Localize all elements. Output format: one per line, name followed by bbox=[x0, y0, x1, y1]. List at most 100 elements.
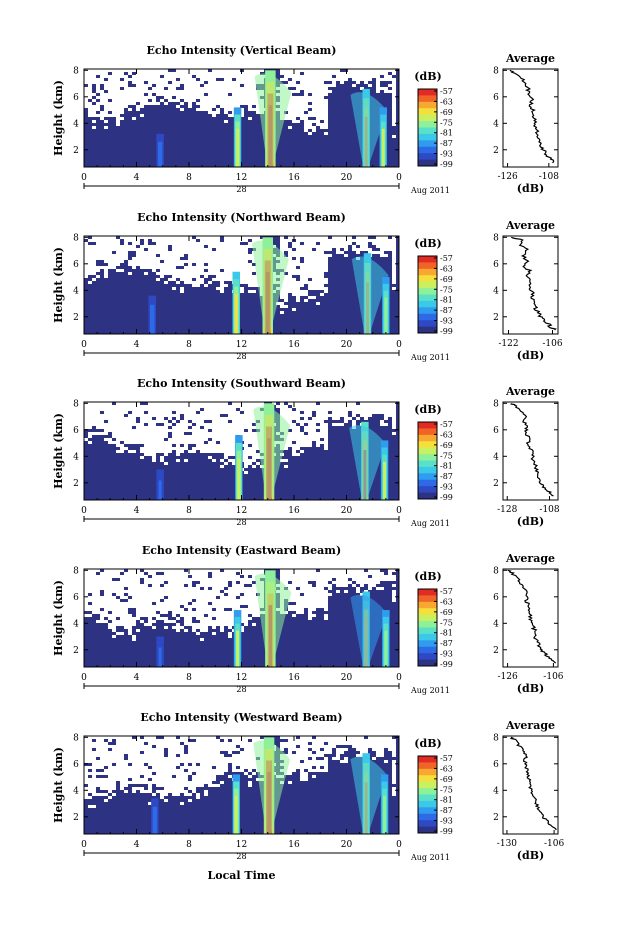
heatmap-title: Echo Intensity (Northward Beam) bbox=[137, 211, 346, 224]
x-tick-label: 0 bbox=[81, 673, 87, 683]
heatmap-title: Echo Intensity (Vertical Beam) bbox=[146, 44, 336, 57]
colorbar-segment bbox=[418, 614, 437, 622]
echo-column-5 bbox=[384, 630, 388, 667]
avg-x-tick-label: -128 bbox=[497, 505, 517, 515]
colorbar-segment bbox=[418, 133, 437, 141]
colorbar-tick-label: -81 bbox=[440, 129, 453, 138]
colorbar-segment bbox=[418, 653, 437, 661]
average-profile-line bbox=[510, 403, 554, 497]
colorbar-tick-label: -69 bbox=[440, 775, 453, 784]
y-axis-label: Height (km) bbox=[52, 247, 65, 323]
colorbar-segment bbox=[418, 428, 437, 436]
x-tick-label: 16 bbox=[288, 840, 300, 850]
colorbar-segment bbox=[418, 781, 437, 789]
colorbar-segment bbox=[418, 159, 437, 167]
y-tick-label: 6 bbox=[73, 93, 79, 103]
date-label: Aug 2011 bbox=[410, 853, 450, 862]
colorbar-segment bbox=[418, 826, 437, 834]
avg-x-axis-label: (dB) bbox=[517, 182, 544, 195]
avg-x-axis-label: (dB) bbox=[517, 515, 544, 528]
avg-x-tick-label: -108 bbox=[539, 172, 559, 182]
y-tick-label: 2 bbox=[73, 813, 79, 823]
x-tick-label: 4 bbox=[134, 673, 140, 683]
panel-4: Echo Intensity (Eastward Beam) 2 4 6 8 Height… bbox=[52, 544, 564, 695]
colorbar-tick-label: -81 bbox=[440, 629, 453, 638]
avg-y-tick-label: 6 bbox=[493, 93, 499, 103]
colorbar-tick-label: -69 bbox=[440, 608, 453, 617]
avg-y-tick-label: 8 bbox=[493, 233, 499, 243]
average-title: Average bbox=[505, 385, 555, 398]
echo-column-2 bbox=[234, 795, 238, 834]
colorbar-tick-label: -69 bbox=[440, 441, 453, 450]
colorbar-segment bbox=[418, 646, 437, 654]
date-label: Aug 2011 bbox=[410, 519, 450, 528]
colorbar-segment bbox=[418, 595, 437, 603]
heatmap-title: Echo Intensity (Southward Beam) bbox=[137, 377, 346, 390]
heatmap-title: Echo Intensity (Westward Beam) bbox=[140, 711, 342, 724]
colorbar-tick-label: -57 bbox=[440, 754, 453, 763]
y-tick-label: 8 bbox=[73, 733, 79, 743]
average-profile-line bbox=[509, 69, 555, 164]
colorbar-segment bbox=[418, 101, 437, 109]
avg-y-tick-label: 2 bbox=[493, 479, 499, 489]
colorbar-tick-label: -93 bbox=[440, 817, 453, 826]
colorbar-segment bbox=[418, 627, 437, 635]
x-tick-label: 8 bbox=[186, 173, 192, 183]
colorbar-segment bbox=[418, 89, 437, 96]
colorbar-segment bbox=[418, 659, 437, 667]
x-tick-label: 20 bbox=[341, 506, 353, 516]
echo-column-5 bbox=[381, 128, 385, 167]
echo-column-2 bbox=[236, 128, 240, 167]
echo-plume-3 bbox=[253, 406, 291, 500]
colorbar-segment bbox=[418, 788, 437, 795]
x-tick-label: 0 bbox=[396, 173, 402, 183]
date-day: 28 bbox=[236, 852, 246, 861]
avg-x-axis-label: (dB) bbox=[517, 849, 544, 862]
x-tick-label: 16 bbox=[288, 340, 300, 350]
date-day: 28 bbox=[236, 185, 246, 194]
avg-y-tick-label: 4 bbox=[493, 119, 499, 129]
average-title: Average bbox=[505, 52, 555, 65]
echo-column-2 bbox=[236, 630, 240, 667]
y-axis-label: Height (km) bbox=[52, 580, 65, 656]
echo-plume-3 bbox=[253, 740, 291, 834]
colorbar-segment bbox=[418, 146, 437, 154]
x-tick-label: 0 bbox=[396, 340, 402, 350]
echo-plume-4 bbox=[350, 594, 388, 667]
colorbar-tick-label: -99 bbox=[440, 827, 453, 836]
panel-1: Echo Intensity (Vertical Beam) 2 4 6 8 Height… bbox=[52, 44, 559, 195]
colorbar-segment bbox=[418, 294, 437, 302]
echo-column-5 bbox=[384, 297, 388, 334]
colorbar-tick-label: -99 bbox=[440, 660, 453, 669]
colorbar-segment bbox=[418, 262, 437, 270]
colorbar-tick-label: -63 bbox=[440, 430, 453, 439]
colorbar-tick-label: -99 bbox=[440, 493, 453, 502]
heatmap-nodata-mask bbox=[84, 69, 396, 138]
avg-y-tick-label: 2 bbox=[493, 313, 499, 323]
colorbar-segment bbox=[418, 762, 437, 770]
avg-x-tick-label: -106 bbox=[542, 339, 562, 349]
colorbar-segment bbox=[418, 422, 437, 429]
avg-y-tick-label: 4 bbox=[493, 786, 499, 796]
x-tick-label: 0 bbox=[396, 840, 402, 850]
colorbar-tick-label: -69 bbox=[440, 275, 453, 284]
x-tick-label: 12 bbox=[236, 173, 247, 183]
colorbar-tick-label: -93 bbox=[440, 483, 453, 492]
heatmap-title: Echo Intensity (Eastward Beam) bbox=[142, 544, 341, 557]
colorbar-tick-label: -93 bbox=[440, 650, 453, 659]
x-tick-label: 20 bbox=[341, 840, 353, 850]
colorbar-segment bbox=[418, 775, 437, 783]
colorbar-tick-label: -63 bbox=[440, 97, 453, 106]
y-tick-label: 8 bbox=[73, 566, 79, 576]
colorbar-segment bbox=[418, 441, 437, 449]
y-tick-label: 2 bbox=[73, 146, 79, 156]
x-axis-label: Local Time bbox=[208, 869, 276, 882]
x-tick-label: 4 bbox=[134, 340, 140, 350]
colorbar-segment bbox=[418, 121, 437, 128]
y-tick-label: 8 bbox=[73, 233, 79, 243]
avg-y-tick-label: 6 bbox=[493, 760, 499, 770]
avg-x-tick-label: -122 bbox=[498, 339, 518, 349]
echo-column-1 bbox=[158, 647, 162, 667]
x-tick-label: 8 bbox=[186, 673, 192, 683]
